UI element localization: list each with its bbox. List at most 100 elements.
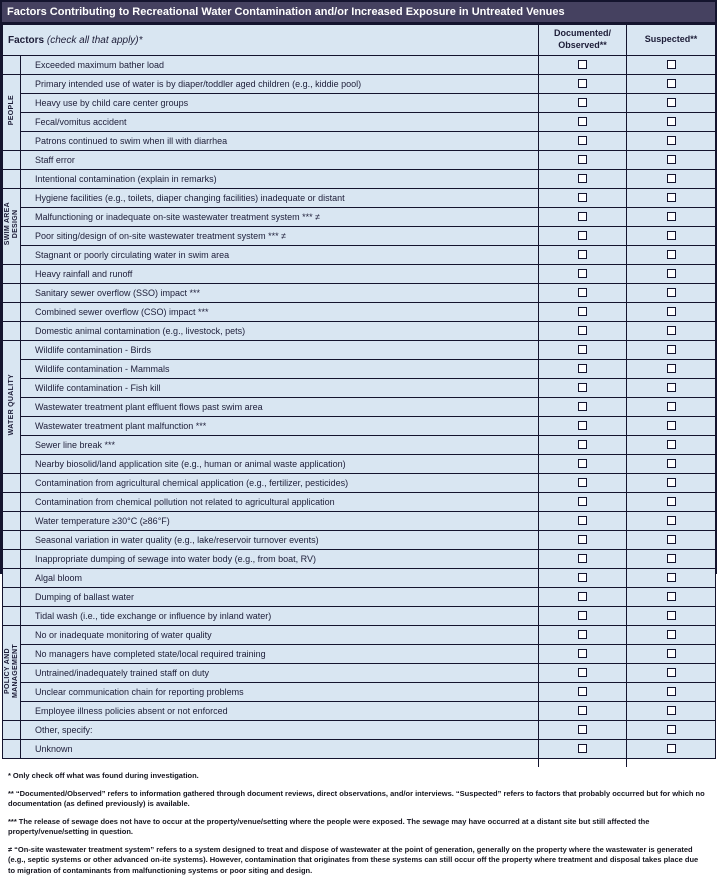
checkbox-suspected[interactable]	[667, 307, 676, 316]
checkbox-suspected[interactable]	[667, 668, 676, 677]
checkbox-documented[interactable]	[578, 117, 587, 126]
factor-label: Heavy rainfall and runoff	[21, 265, 539, 284]
checkbox-suspected[interactable]	[667, 345, 676, 354]
checkbox-documented[interactable]	[578, 155, 587, 164]
factor-label: Other, specify:	[21, 721, 539, 740]
checkbox-documented[interactable]	[578, 98, 587, 107]
checkbox-documented[interactable]	[578, 326, 587, 335]
checkbox-suspected[interactable]	[667, 117, 676, 126]
checkbox-documented[interactable]	[578, 60, 587, 69]
checkbox-documented[interactable]	[578, 554, 587, 563]
checkbox-suspected[interactable]	[667, 440, 676, 449]
checkbox-documented[interactable]	[578, 79, 587, 88]
checkbox-suspected[interactable]	[667, 269, 676, 278]
suspected-cell	[627, 360, 716, 379]
checkbox-documented[interactable]	[578, 383, 587, 392]
checkbox-documented[interactable]	[578, 307, 587, 316]
documented-cell	[539, 56, 627, 75]
documented-header-line1: Documented/	[554, 28, 611, 38]
checkbox-documented[interactable]	[578, 573, 587, 582]
checkbox-suspected[interactable]	[667, 402, 676, 411]
table-row: Malfunctioning or inadequate on-site was…	[3, 208, 716, 227]
checkbox-suspected[interactable]	[667, 155, 676, 164]
checkbox-documented[interactable]	[578, 516, 587, 525]
checkbox-suspected[interactable]	[667, 364, 676, 373]
checkbox-documented[interactable]	[578, 592, 587, 601]
suspected-cell	[627, 607, 716, 626]
checkbox-suspected[interactable]	[667, 649, 676, 658]
checkbox-documented[interactable]	[578, 687, 587, 696]
checkbox-suspected[interactable]	[667, 383, 676, 392]
checkbox-suspected[interactable]	[667, 231, 676, 240]
checkbox-suspected[interactable]	[667, 79, 676, 88]
category-label-empty	[3, 721, 21, 740]
checkbox-documented[interactable]	[578, 649, 587, 658]
suspected-cell	[627, 588, 716, 607]
checkbox-documented[interactable]	[578, 668, 587, 677]
checkbox-documented[interactable]	[578, 440, 587, 449]
checkbox-suspected[interactable]	[667, 573, 676, 582]
checkbox-documented[interactable]	[578, 136, 587, 145]
checkbox-suspected[interactable]	[667, 250, 676, 259]
documented-cell	[539, 664, 627, 683]
checkbox-suspected[interactable]	[667, 630, 676, 639]
checkbox-documented[interactable]	[578, 725, 587, 734]
checkbox-suspected[interactable]	[667, 193, 676, 202]
checkbox-documented[interactable]	[578, 478, 587, 487]
checkbox-suspected[interactable]	[667, 611, 676, 620]
documented-cell	[539, 417, 627, 436]
checkbox-documented[interactable]	[578, 497, 587, 506]
checkbox-suspected[interactable]	[667, 725, 676, 734]
checkbox-documented[interactable]	[578, 231, 587, 240]
category-label-text: PEOPLE	[8, 95, 16, 125]
category-label-empty	[3, 740, 21, 759]
checkbox-suspected[interactable]	[667, 535, 676, 544]
checkbox-suspected[interactable]	[667, 516, 676, 525]
factor-label: Domestic animal contamination (e.g., liv…	[21, 322, 539, 341]
checkbox-suspected[interactable]	[667, 497, 676, 506]
checkbox-documented[interactable]	[578, 174, 587, 183]
checkbox-suspected[interactable]	[667, 288, 676, 297]
checkbox-documented[interactable]	[578, 459, 587, 468]
checkbox-documented[interactable]	[578, 535, 587, 544]
checkbox-documented[interactable]	[578, 345, 587, 354]
checkbox-documented[interactable]	[578, 288, 587, 297]
checkbox-suspected[interactable]	[667, 706, 676, 715]
checkbox-suspected[interactable]	[667, 98, 676, 107]
checkbox-documented[interactable]	[578, 212, 587, 221]
checkbox-documented[interactable]	[578, 630, 587, 639]
checkbox-suspected[interactable]	[667, 554, 676, 563]
checkbox-suspected[interactable]	[667, 687, 676, 696]
checkbox-documented[interactable]	[578, 193, 587, 202]
checkbox-documented[interactable]	[578, 250, 587, 259]
checkbox-documented[interactable]	[578, 421, 587, 430]
checkbox-suspected[interactable]	[667, 326, 676, 335]
checkbox-documented[interactable]	[578, 744, 587, 753]
checkbox-documented[interactable]	[578, 611, 587, 620]
checkbox-suspected[interactable]	[667, 60, 676, 69]
form-sheet: Factors Contributing to Recreational Wat…	[0, 0, 717, 574]
checkbox-suspected[interactable]	[667, 212, 676, 221]
checkbox-suspected[interactable]	[667, 421, 676, 430]
table-row: Wastewater treatment plant effluent flow…	[3, 398, 716, 417]
checkbox-suspected[interactable]	[667, 459, 676, 468]
factor-label: Staff error	[21, 151, 539, 170]
checkbox-documented[interactable]	[578, 364, 587, 373]
documented-cell	[539, 227, 627, 246]
checkbox-documented[interactable]	[578, 706, 587, 715]
table-row: Wastewater treatment plant malfunction *…	[3, 417, 716, 436]
page-title: Factors Contributing to Recreational Wat…	[2, 2, 715, 24]
checkbox-suspected[interactable]	[667, 136, 676, 145]
checkbox-documented[interactable]	[578, 269, 587, 278]
checkbox-suspected[interactable]	[667, 174, 676, 183]
checkbox-documented[interactable]	[578, 402, 587, 411]
factor-label: Combined sewer overflow (CSO) impact ***	[21, 303, 539, 322]
checkbox-suspected[interactable]	[667, 744, 676, 753]
checkbox-suspected[interactable]	[667, 592, 676, 601]
table-row: Employee illness policies absent or not …	[3, 702, 716, 721]
suspected-cell	[627, 379, 716, 398]
checkbox-suspected[interactable]	[667, 478, 676, 487]
